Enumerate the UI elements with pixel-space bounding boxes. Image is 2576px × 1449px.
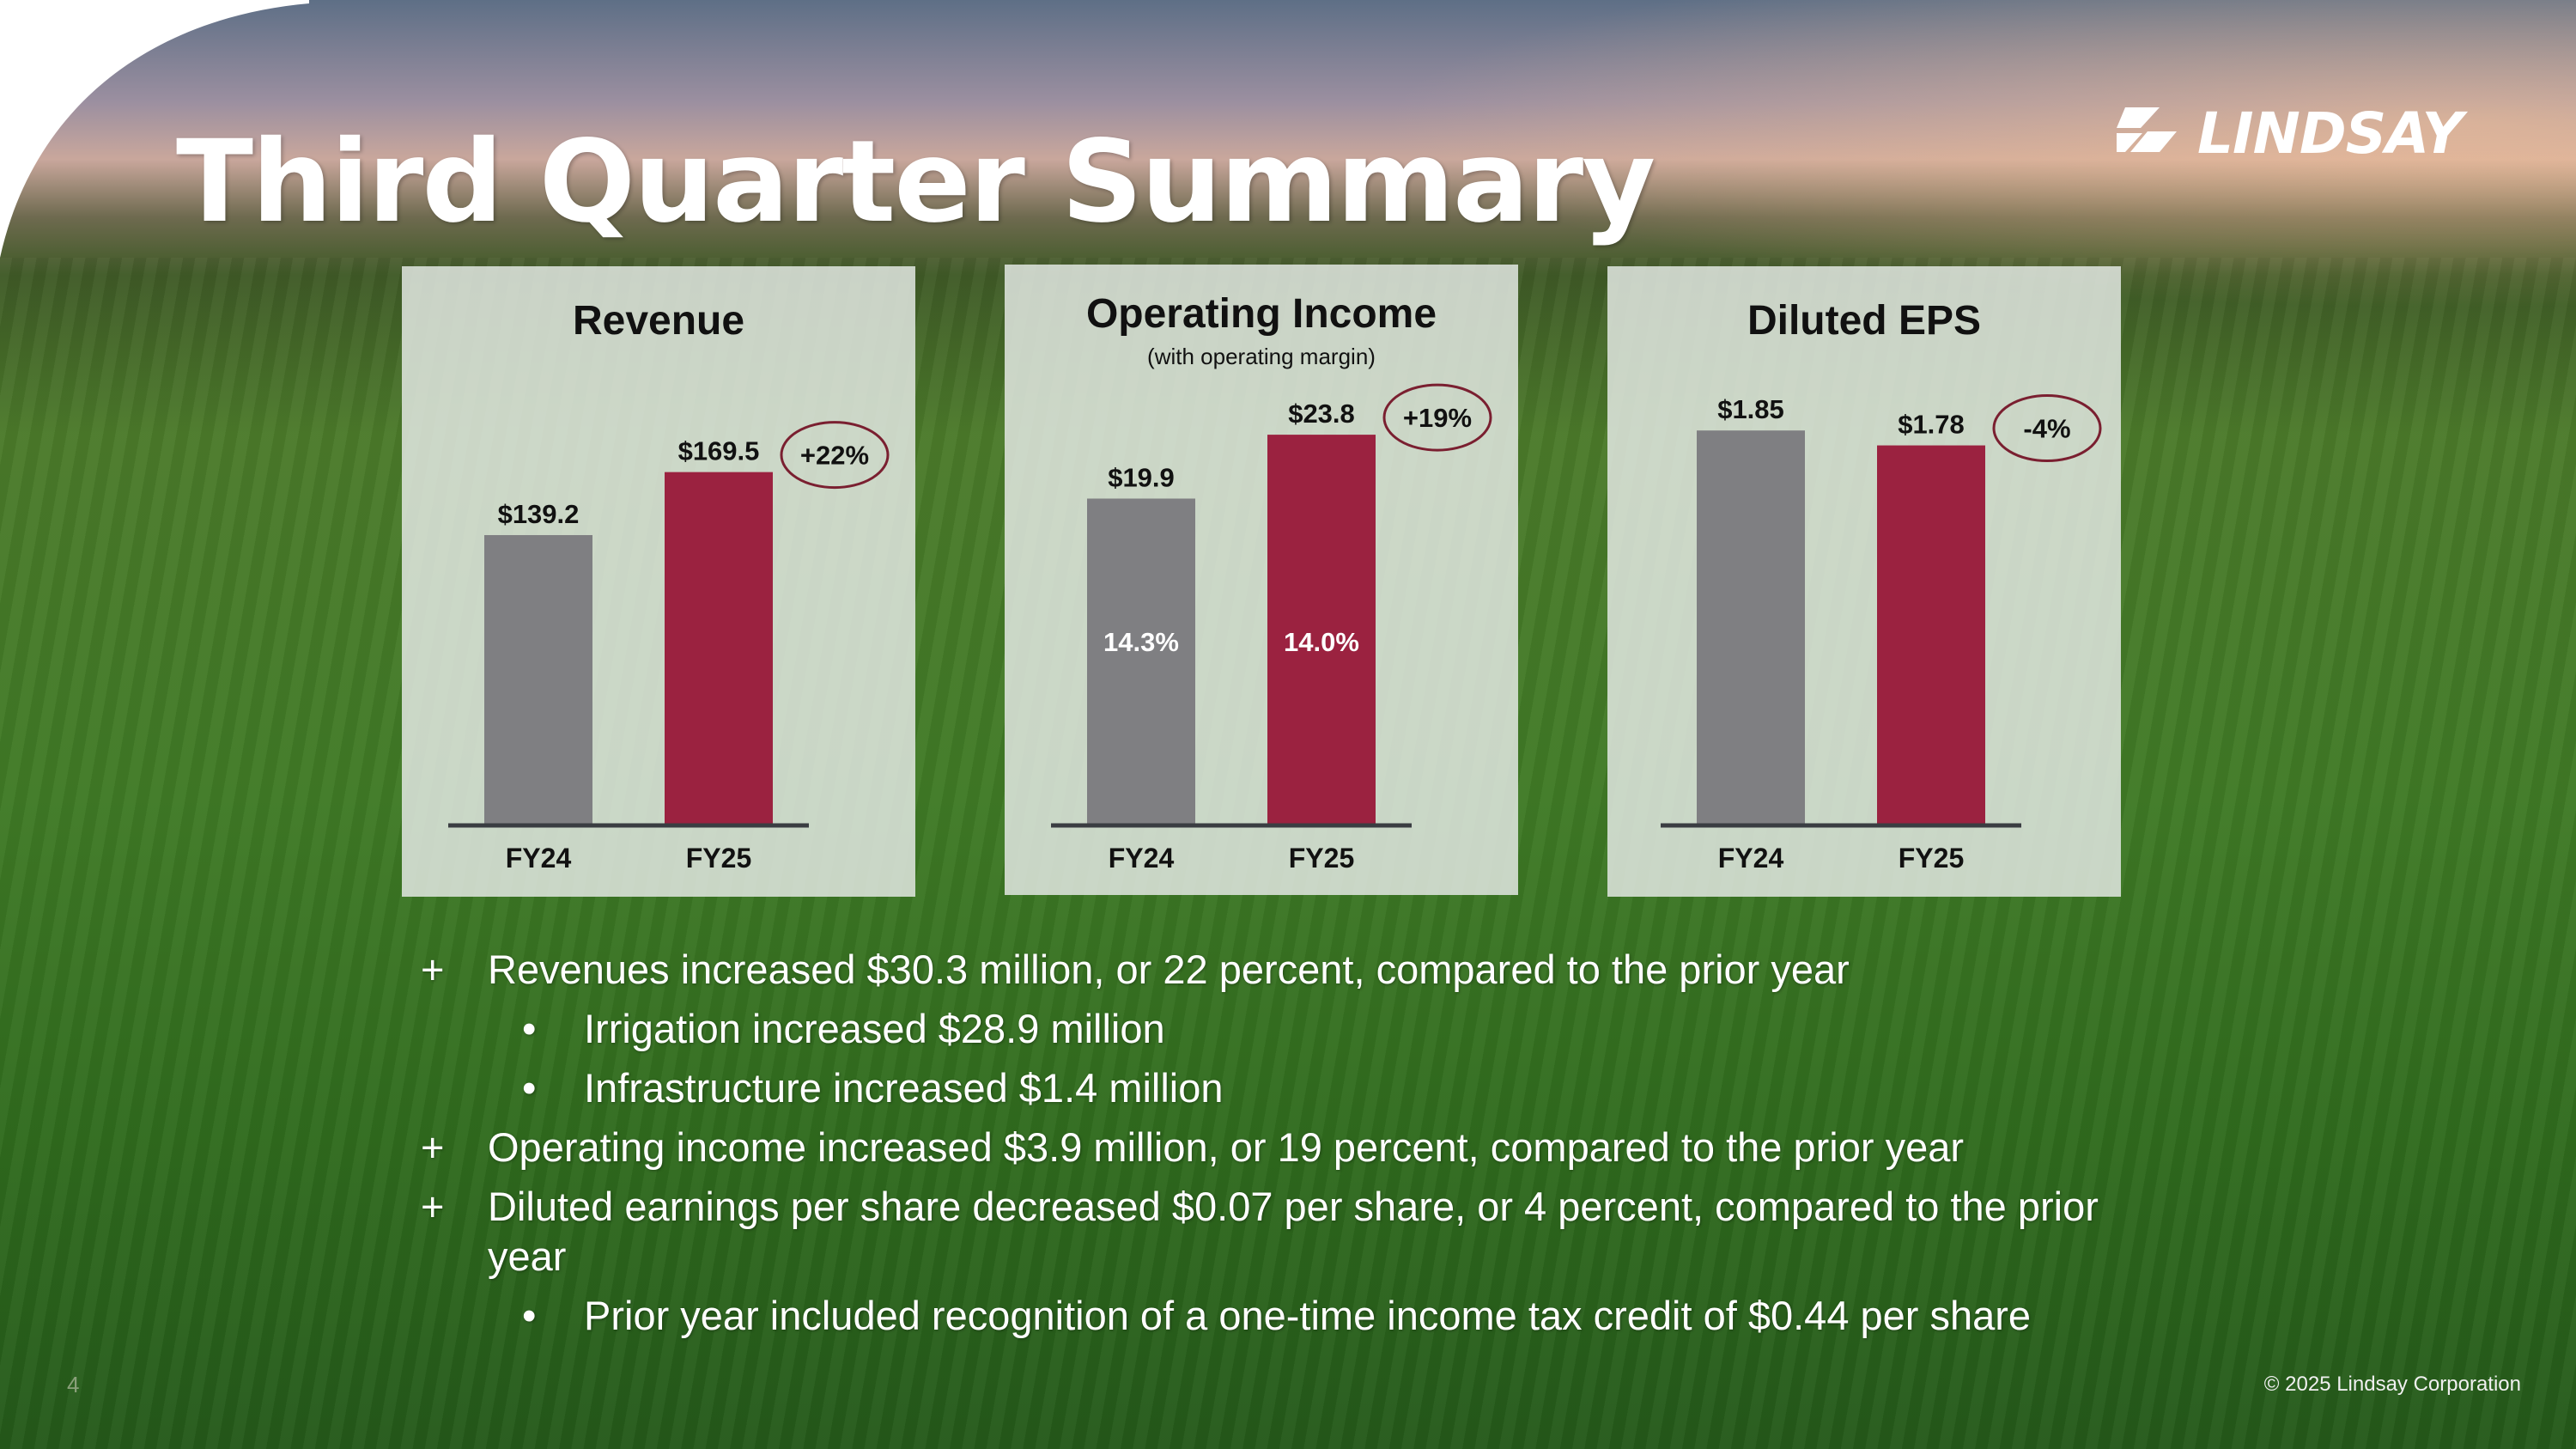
bar-fy25 (1877, 445, 1985, 825)
logo-wordmark: LINDSAY (2197, 100, 2463, 167)
bar-fy24 (484, 534, 592, 825)
bullet-text: Operating income increased $3.9 million,… (488, 1124, 1965, 1170)
page-title: Third Quarter Summary (176, 116, 1656, 248)
bar-fy25 (1267, 435, 1376, 825)
operating-income-chart-panel: Operating Income (with operating margin)… (1005, 265, 1518, 895)
change-badge (1992, 394, 2102, 463)
bar-fy24 (1087, 498, 1195, 825)
bullet-marker: + (421, 1184, 445, 1229)
operating-income-chart: $19.9 14.3% FY24 $23.8 14.0% FY25 +19% (1051, 383, 1492, 874)
margin-label: 14.3% (1103, 627, 1179, 657)
value-label: $23.8 (1288, 399, 1355, 429)
background-sky-glow (1374, 0, 2576, 309)
page-number: 4 (67, 1372, 80, 1397)
category-label: FY24 (1109, 843, 1175, 874)
chart-subtitle: (with operating margin) (1147, 344, 1376, 369)
bullet-marker: + (421, 1124, 445, 1170)
category-label: FY24 (506, 843, 572, 874)
margin-label: 14.0% (1284, 627, 1359, 657)
summary-bullets: + Revenues increased $30.3 million, or 2… (421, 945, 2224, 1350)
logo-stripes-icon (2117, 107, 2177, 152)
bullet-item: + Revenues increased $30.3 million, or 2… (421, 945, 2224, 995)
bullet-text: Revenues increased $30.3 million, or 22 … (488, 947, 1850, 992)
revenue-chart-panel: Revenue $139.2 FY24 $169.5 FY25 +22% (402, 266, 915, 897)
bullet-marker: + (421, 947, 445, 992)
bullet-marker: • (522, 1065, 537, 1111)
bullet-item: + Operating income increased $3.9 millio… (421, 1123, 2224, 1172)
chart-title: Diluted EPS (1747, 298, 1982, 344)
chart-title: Revenue (572, 298, 745, 344)
bullet-text: Diluted earnings per share decreased $0.… (488, 1184, 2099, 1279)
diluted-eps-chart-panel: Diluted EPS $1.85 FY24 $1.78 FY25 -4% (1607, 266, 2121, 897)
category-label: FY25 (1899, 843, 1964, 874)
change-badge (1382, 383, 1492, 452)
value-label: $19.9 (1108, 462, 1175, 492)
bar-fy25 (665, 472, 773, 825)
bullet-marker: • (522, 1006, 537, 1051)
change-label: +19% (1403, 403, 1472, 433)
value-label: $169.5 (678, 436, 760, 466)
bullet-marker: • (522, 1293, 537, 1338)
bullet-item: • Infrastructure increased $1.4 million (421, 1063, 2224, 1113)
change-badge (780, 421, 890, 490)
bullet-item: • Irrigation increased $28.9 million (421, 1004, 2224, 1054)
change-label: -4% (2023, 414, 2070, 444)
value-label: $139.2 (498, 499, 580, 529)
bullet-text: Irrigation increased $28.9 million (584, 1006, 1165, 1051)
category-label: FY24 (1718, 843, 1784, 874)
corner-arc-decoration (0, 0, 309, 309)
bullet-item: + Diluted earnings per share decreased $… (421, 1182, 2162, 1282)
change-label: +22% (800, 441, 869, 471)
category-label: FY25 (1289, 843, 1354, 874)
category-label: FY25 (686, 843, 751, 874)
bullet-item: • Prior year included recognition of a o… (421, 1291, 2224, 1341)
copyright-notice: © 2025 Lindsay Corporation (2263, 1373, 2521, 1396)
bullet-text: Infrastructure increased $1.4 million (584, 1065, 1224, 1111)
revenue-chart: $139.2 FY24 $169.5 FY25 +22% (448, 421, 890, 874)
chart-title: Operating Income (1085, 291, 1437, 337)
diluted-eps-chart: $1.85 FY24 $1.78 FY25 -4% (1661, 394, 2102, 874)
bar-fy24 (1697, 430, 1805, 825)
value-label: $1.78 (1898, 410, 1965, 440)
bullet-text: Prior year included recognition of a one… (584, 1293, 2032, 1338)
company-logo: LINDSAY (2117, 100, 2486, 167)
value-label: $1.85 (1717, 394, 1784, 424)
